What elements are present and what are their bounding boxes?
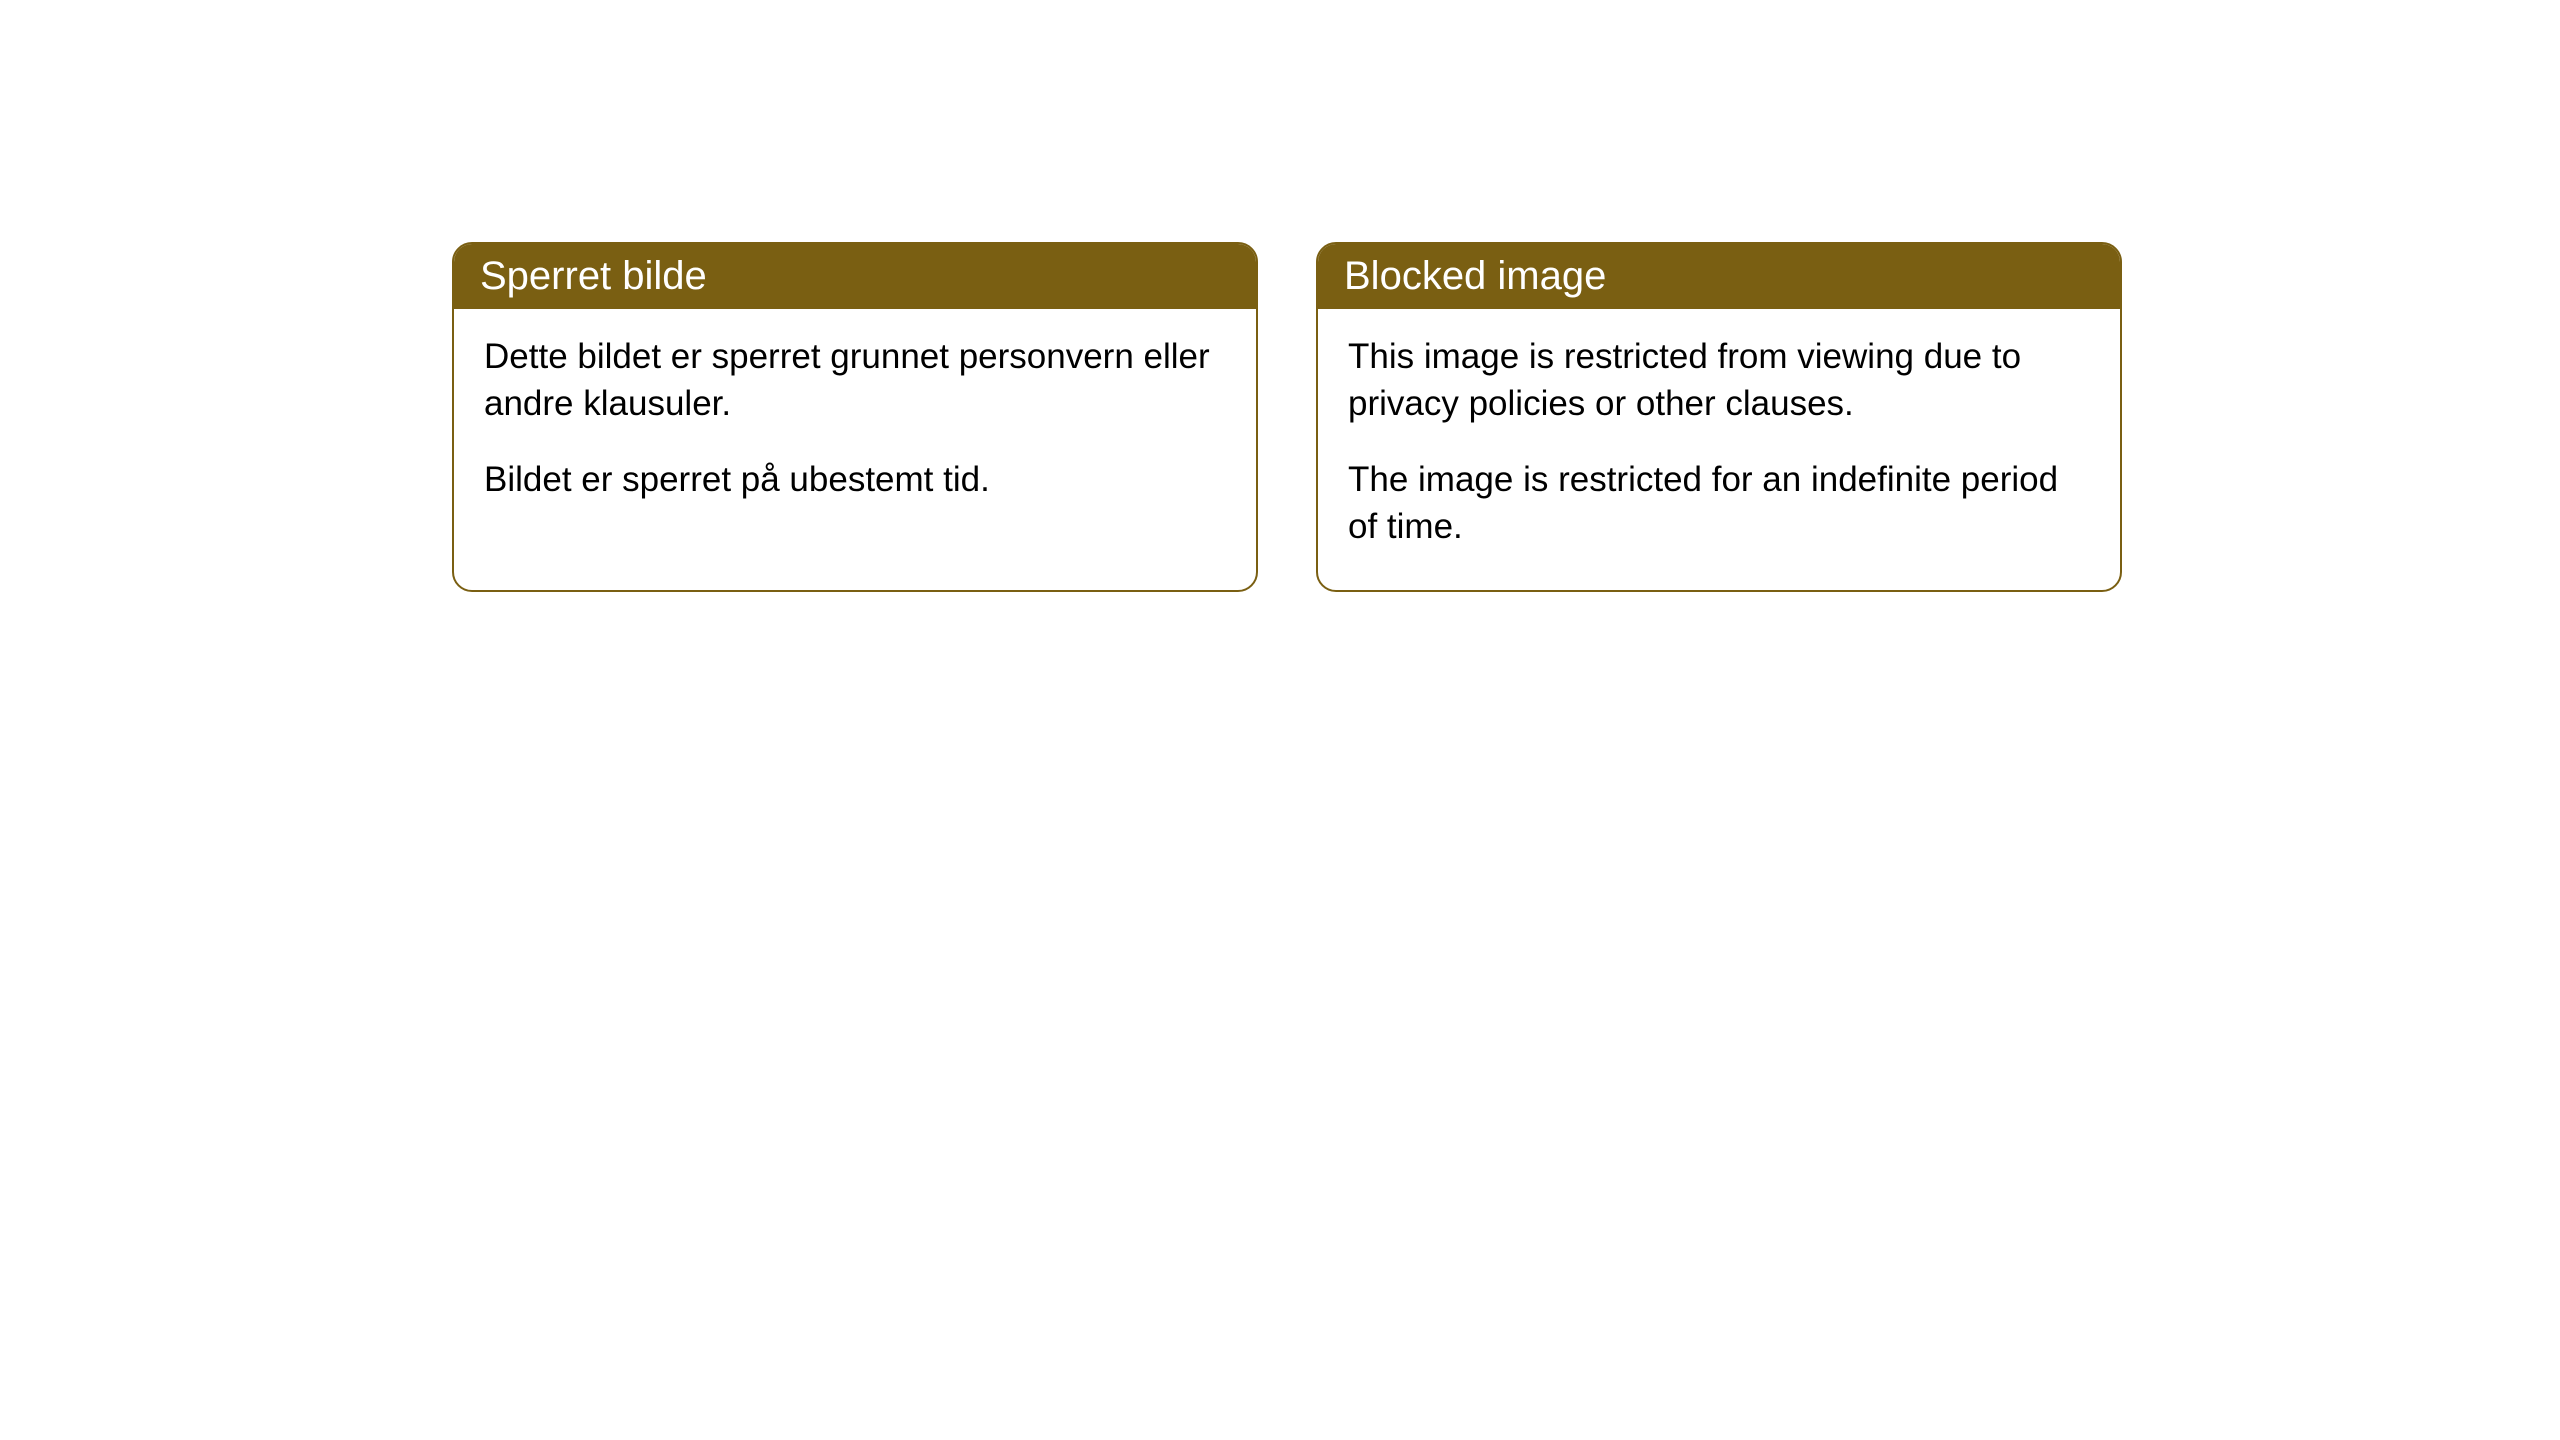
notice-cards-container: Sperret bilde Dette bildet er sperret gr… <box>452 242 2560 592</box>
card-body: This image is restricted from viewing du… <box>1318 309 2120 590</box>
card-paragraph: The image is restricted for an indefinit… <box>1348 456 2090 551</box>
card-body: Dette bildet er sperret grunnet personve… <box>454 309 1256 543</box>
card-header: Sperret bilde <box>454 244 1256 309</box>
card-paragraph: Dette bildet er sperret grunnet personve… <box>484 333 1226 428</box>
notice-card-norwegian: Sperret bilde Dette bildet er sperret gr… <box>452 242 1258 592</box>
card-paragraph: Bildet er sperret på ubestemt tid. <box>484 456 1226 503</box>
notice-card-english: Blocked image This image is restricted f… <box>1316 242 2122 592</box>
card-header: Blocked image <box>1318 244 2120 309</box>
card-paragraph: This image is restricted from viewing du… <box>1348 333 2090 428</box>
